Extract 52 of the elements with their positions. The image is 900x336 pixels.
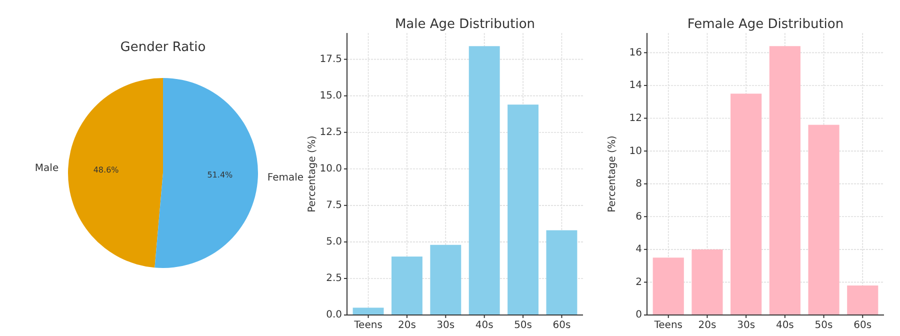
y-tick-label: 17.5 bbox=[320, 54, 342, 66]
x-tick-label: 40s bbox=[475, 320, 494, 331]
x-tick-label: 30s bbox=[436, 320, 455, 331]
slice-label: Male bbox=[34, 163, 59, 174]
y-tick-label: 15.0 bbox=[320, 90, 342, 102]
data-label: 48.6% bbox=[93, 166, 120, 175]
x-tick-label: 20s bbox=[698, 320, 716, 331]
y-tick-label: 14 bbox=[629, 80, 642, 92]
y-tick-label: 12 bbox=[629, 112, 642, 124]
y-tick-label: 16 bbox=[629, 47, 642, 58]
y-tick-label: 0 bbox=[636, 310, 642, 321]
chart-title: Female Age Distribution bbox=[687, 17, 844, 32]
chart-title: Gender Ratio bbox=[120, 40, 206, 55]
y-tick-label: 12.5 bbox=[320, 127, 342, 138]
bar bbox=[769, 46, 800, 315]
bar bbox=[808, 124, 840, 315]
x-tick-label: 60s bbox=[552, 320, 571, 331]
y-tick-label: 10.0 bbox=[320, 164, 342, 175]
x-tick-label: 20s bbox=[398, 320, 416, 331]
bar bbox=[730, 94, 762, 315]
y-tick-label: 4 bbox=[636, 244, 642, 256]
y-axis-title: Percentage (%) bbox=[607, 136, 618, 212]
bar bbox=[391, 256, 422, 315]
pie-slice bbox=[154, 78, 258, 268]
x-tick-label: Teens bbox=[653, 320, 682, 331]
y-tick-label: 7.5 bbox=[326, 200, 342, 212]
x-tick-label: 50s bbox=[514, 320, 532, 331]
y-tick-label: 2 bbox=[636, 276, 642, 288]
bar bbox=[652, 258, 684, 315]
slice-label: Female bbox=[267, 172, 304, 184]
bar bbox=[508, 104, 539, 315]
x-tick-label: Teens bbox=[353, 320, 382, 331]
y-tick-label: 2.5 bbox=[326, 273, 342, 284]
data-label: 51.4% bbox=[207, 170, 234, 180]
y-tick-label: 6 bbox=[636, 211, 642, 222]
x-tick-label: 60s bbox=[854, 320, 872, 331]
chart-title: Male Age Distribution bbox=[394, 17, 536, 32]
y-axis-title: Percentage (%) bbox=[307, 136, 318, 212]
y-tick-label: 8 bbox=[636, 178, 642, 190]
y-tick-label: 0.0 bbox=[326, 310, 342, 321]
bar bbox=[430, 244, 462, 315]
x-tick-label: 50s bbox=[814, 320, 833, 331]
x-tick-label: 30s bbox=[737, 320, 756, 331]
bar bbox=[352, 308, 384, 315]
pie-slice bbox=[68, 78, 163, 268]
bar bbox=[692, 249, 723, 315]
bar bbox=[847, 285, 878, 315]
bar bbox=[546, 230, 578, 315]
x-tick-label: 40s bbox=[776, 320, 794, 331]
bar bbox=[468, 46, 500, 315]
y-tick-label: 5.0 bbox=[326, 236, 342, 248]
y-tick-label: 10 bbox=[629, 146, 642, 157]
